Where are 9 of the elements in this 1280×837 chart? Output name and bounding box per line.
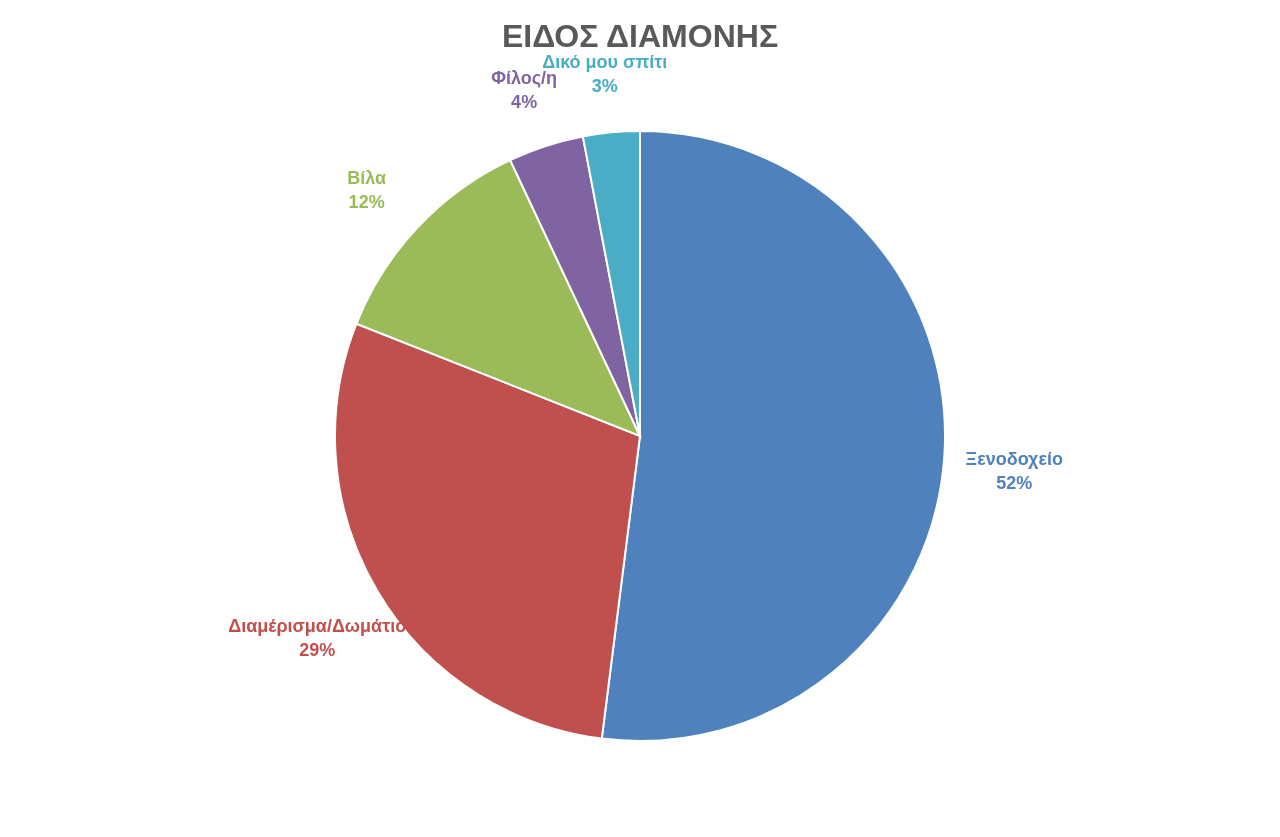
- slice-label: Διαμέρισμα/Δωμάτιο: [228, 615, 407, 636]
- chart-title: ΕΙΔΟΣ ΔΙΑΜΟΝΗΣ: [501, 17, 779, 54]
- slice-label: Βίλα: [347, 168, 387, 189]
- data-label: 52%: [996, 472, 1033, 493]
- data-label: 29%: [299, 639, 336, 660]
- data-label: 3%: [591, 75, 618, 96]
- data-label: 4%: [511, 92, 538, 113]
- data-label: 12%: [348, 192, 385, 213]
- slice-label: Ξενοδοχείο: [965, 448, 1063, 469]
